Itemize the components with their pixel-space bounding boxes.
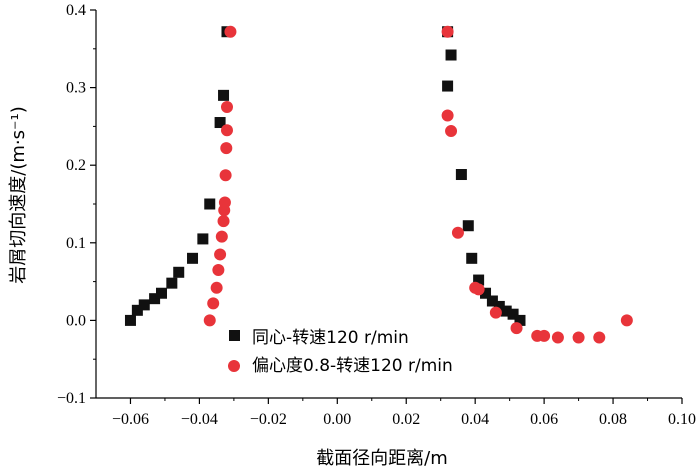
data-point-concentric xyxy=(197,233,209,245)
x-tick-label: 0.06 xyxy=(530,411,558,428)
ticks: −0.06 −0.04 −0.02 0.00 0.02 0.04 0.06 0.08 0.10 −… xyxy=(57,2,696,428)
x-tick-label: 0.08 xyxy=(599,411,627,428)
data-point-eccentric xyxy=(224,25,237,38)
data-point-eccentric xyxy=(212,263,225,276)
legend-marker-eccentric xyxy=(228,360,240,372)
data-point-concentric xyxy=(149,293,161,305)
legend: 同心-转速120 r/min 偏心度0.8-转速120 r/min xyxy=(228,328,453,376)
data-point-concentric xyxy=(493,300,505,312)
x-tick-label: 0.04 xyxy=(461,411,489,428)
data-point-concentric xyxy=(455,169,467,181)
data-point-concentric xyxy=(445,49,457,61)
data-point-concentric xyxy=(473,274,485,286)
data-point-concentric xyxy=(466,252,478,264)
legend-marker-concentric xyxy=(229,330,240,341)
x-tick-label: 0.10 xyxy=(668,411,696,428)
data-point-eccentric xyxy=(572,331,585,344)
data-point-eccentric xyxy=(472,283,485,296)
data-point-concentric xyxy=(214,117,226,129)
data-point-eccentric xyxy=(220,124,233,137)
x-axis-title: 截面径向距离/m xyxy=(316,448,448,469)
data-point-eccentric xyxy=(441,109,454,122)
data-marks xyxy=(124,25,633,344)
legend-label-eccentric: 偏心度0.8-转速120 r/min xyxy=(252,356,453,376)
x-tick-label: −0.04 xyxy=(181,411,218,428)
y-tick-label: 0.0 xyxy=(66,312,86,329)
data-point-concentric xyxy=(462,220,474,232)
data-point-concentric xyxy=(204,198,216,210)
data-point-concentric xyxy=(486,295,498,307)
data-point-concentric xyxy=(514,314,526,326)
data-point-eccentric xyxy=(220,142,233,155)
data-point-eccentric xyxy=(207,297,220,310)
data-point-eccentric xyxy=(441,25,454,38)
data-point-eccentric xyxy=(489,306,502,319)
data-point-concentric xyxy=(187,252,199,264)
data-point-concentric xyxy=(480,287,492,299)
data-point-concentric xyxy=(138,299,150,311)
data-point-concentric xyxy=(166,277,178,289)
data-point-concentric xyxy=(442,80,454,92)
data-point-eccentric xyxy=(214,248,227,261)
data-point-eccentric xyxy=(220,101,233,113)
y-tick-label: 0.1 xyxy=(66,235,86,252)
x-tick-label: −0.06 xyxy=(112,411,149,428)
y-tick-label: 0.2 xyxy=(66,157,86,174)
data-point-concentric xyxy=(173,266,185,278)
data-point-eccentric xyxy=(219,169,232,182)
data-point-eccentric xyxy=(620,314,633,327)
x-tick-label: −0.02 xyxy=(250,411,287,428)
data-point-concentric xyxy=(124,314,136,326)
x-tick-label: 0.00 xyxy=(323,411,351,428)
data-point-eccentric xyxy=(215,230,228,243)
data-point-eccentric xyxy=(451,226,464,239)
data-point-eccentric xyxy=(551,331,564,344)
data-point-eccentric xyxy=(445,125,458,138)
data-point-eccentric xyxy=(203,314,216,327)
data-point-concentric xyxy=(507,308,519,320)
data-point-concentric xyxy=(218,89,230,101)
data-point-concentric xyxy=(155,287,167,299)
data-point-eccentric xyxy=(218,196,231,209)
data-point-eccentric xyxy=(593,331,606,344)
y-axis-title: 岩屑切向速度/(m·s⁻¹) xyxy=(8,106,29,283)
data-point-concentric xyxy=(131,304,143,316)
legend-label-concentric: 同心-转速120 r/min xyxy=(252,328,409,348)
data-point-eccentric xyxy=(538,329,551,342)
data-point-eccentric xyxy=(210,281,223,294)
data-point-concentric xyxy=(500,305,512,317)
y-tick-label: −0.1 xyxy=(57,390,86,407)
data-point-eccentric xyxy=(217,215,230,228)
data-point-eccentric xyxy=(510,322,523,335)
y-tick-label: 0.3 xyxy=(66,80,86,97)
y-tick-label: 0.4 xyxy=(66,2,86,19)
x-tick-label: 0.02 xyxy=(392,411,420,428)
